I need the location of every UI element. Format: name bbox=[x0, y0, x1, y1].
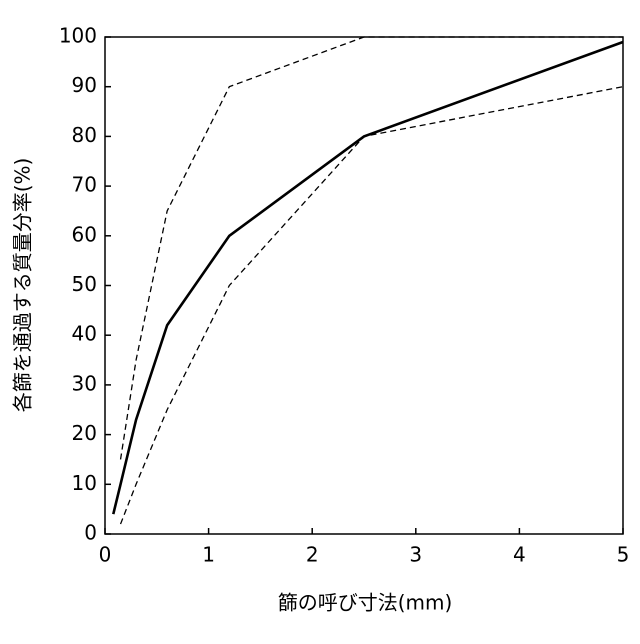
y-tick-label: 10 bbox=[72, 471, 97, 495]
x-tick-label: 1 bbox=[202, 543, 215, 567]
y-tick-label: 20 bbox=[72, 421, 97, 445]
y-tick-label: 30 bbox=[72, 371, 97, 395]
x-tick-label: 3 bbox=[409, 543, 422, 567]
plot-frame bbox=[105, 37, 623, 534]
y-tick-label: 70 bbox=[72, 173, 97, 197]
x-tick-label: 0 bbox=[99, 543, 112, 567]
x-axis-label: 篩の呼び寸法(mm) bbox=[278, 591, 453, 615]
y-tick-label: 50 bbox=[72, 272, 97, 296]
y-tick-label: 0 bbox=[84, 521, 97, 545]
y-tick-label: 90 bbox=[72, 73, 97, 97]
y-tick-label: 80 bbox=[72, 123, 97, 147]
y-tick-label: 100 bbox=[59, 24, 97, 48]
x-tick-label: 4 bbox=[513, 543, 526, 567]
series-line bbox=[121, 87, 623, 524]
x-tick-label: 5 bbox=[617, 543, 630, 567]
y-tick-label: 40 bbox=[72, 322, 97, 346]
x-tick-label: 2 bbox=[306, 543, 319, 567]
y-tick-label: 60 bbox=[72, 222, 97, 246]
series-line bbox=[121, 37, 623, 459]
y-axis-label: 各篩を通過する質量分率(%) bbox=[11, 158, 35, 413]
series-line bbox=[113, 42, 623, 514]
chart: 篩の呼び寸法(mm) 各篩を通過する質量分率(%) 01020304050607… bbox=[0, 0, 640, 640]
